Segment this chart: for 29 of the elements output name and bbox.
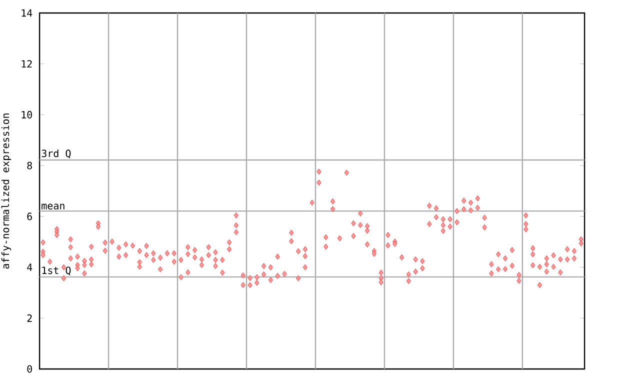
point <box>234 229 238 236</box>
point <box>213 263 218 269</box>
y-tick-label: 2 <box>27 314 32 322</box>
point <box>440 228 446 234</box>
y-tick-label: 10 <box>22 110 32 118</box>
ref-line-label: 1st Q <box>42 266 71 276</box>
y-tick-label: 12 <box>22 60 32 68</box>
y-tick-label: 4 <box>27 264 32 271</box>
point <box>54 232 60 238</box>
point <box>186 269 190 276</box>
point <box>82 270 87 276</box>
point <box>544 268 549 275</box>
y-axis-title: affy-normalized expression <box>1 114 12 269</box>
point <box>40 252 46 258</box>
point <box>75 265 80 272</box>
point <box>89 261 94 268</box>
y-tick-label: 8 <box>27 162 32 170</box>
y-tick-label: 14 <box>22 9 32 17</box>
point <box>364 241 370 248</box>
y-tick-label: 0 <box>27 365 32 373</box>
point <box>378 279 384 286</box>
point <box>530 262 536 268</box>
ref-line-label: 3rd Q <box>42 149 71 158</box>
point <box>302 264 308 270</box>
point <box>524 226 528 232</box>
y-tick-label: 6 <box>27 212 32 220</box>
point <box>137 264 142 270</box>
point <box>68 255 73 262</box>
ref-line-label: mean <box>42 204 64 210</box>
